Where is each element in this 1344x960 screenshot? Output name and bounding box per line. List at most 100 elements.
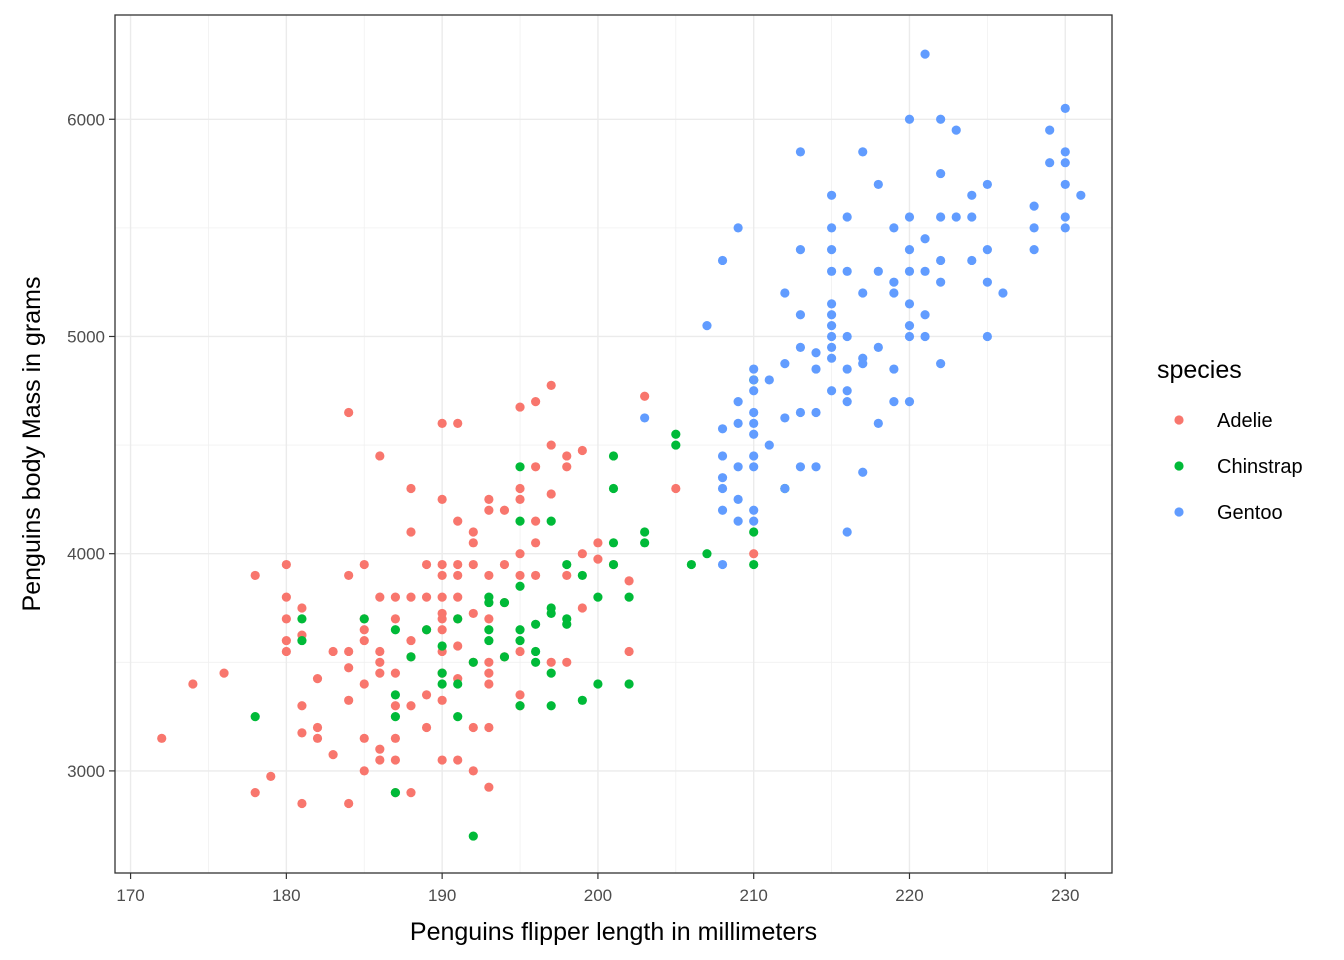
data-point [640, 538, 650, 548]
data-point [453, 755, 463, 765]
data-point [375, 755, 385, 765]
data-point [437, 418, 447, 428]
data-point [484, 782, 494, 792]
data-point [1045, 125, 1055, 135]
data-point [359, 635, 369, 646]
data-point [266, 771, 276, 781]
data-point [562, 570, 572, 581]
data-point [1029, 244, 1039, 255]
data-point [468, 657, 478, 667]
data-point [468, 559, 478, 570]
data-point [873, 266, 883, 276]
data-point [826, 266, 837, 276]
legend-label-adelie: Adelie [1217, 410, 1273, 432]
data-point [484, 679, 494, 689]
data-point [390, 690, 401, 700]
legend-key-chinstrap [1174, 461, 1184, 471]
series-gentoo [640, 49, 1086, 570]
data-point [873, 179, 883, 190]
data-point [328, 750, 338, 760]
data-point [780, 483, 790, 494]
data-point [297, 635, 307, 646]
x-axis: 170 180 190 200 210 220 230 [116, 873, 1079, 905]
data-point [749, 418, 759, 428]
data-point [390, 592, 401, 602]
data-point [577, 603, 587, 613]
data-point [390, 712, 401, 722]
data-point [250, 788, 260, 798]
data-point [515, 646, 525, 657]
data-point [515, 635, 525, 646]
data-point [375, 744, 385, 754]
data-point [437, 592, 447, 602]
y-axis: 3000 4000 5000 6000 [67, 110, 115, 781]
data-point [904, 321, 915, 331]
data-point [281, 592, 291, 602]
data-point [624, 576, 634, 586]
data-point [733, 223, 743, 233]
data-point [608, 451, 619, 461]
data-point [920, 331, 930, 342]
data-point [1060, 158, 1070, 168]
data-point [733, 462, 743, 472]
data-point [842, 331, 852, 342]
data-point [982, 179, 992, 190]
data-point [1029, 201, 1039, 211]
data-point [562, 451, 572, 461]
data-point [640, 413, 650, 423]
data-point [826, 190, 837, 200]
data-point [671, 440, 681, 450]
data-point [920, 49, 930, 59]
data-point [344, 570, 354, 581]
data-point [515, 462, 525, 472]
data-point [484, 505, 494, 515]
data-point [780, 359, 790, 369]
data-point [826, 342, 837, 352]
data-point [281, 646, 291, 657]
data-point [749, 451, 759, 461]
data-point [717, 505, 728, 515]
data-point [749, 364, 759, 374]
data-point [453, 570, 463, 581]
x-tick-label: 200 [584, 886, 612, 905]
data-point [764, 440, 774, 450]
data-point [858, 147, 868, 157]
data-point [826, 223, 837, 233]
data-point [312, 673, 323, 684]
data-point [733, 516, 743, 526]
data-point [904, 244, 915, 255]
data-point [593, 554, 603, 564]
data-point [531, 619, 541, 629]
data-point [562, 462, 572, 472]
data-point [577, 549, 587, 559]
data-point [826, 321, 837, 331]
data-point [842, 527, 852, 537]
y-tick-label: 3000 [67, 762, 105, 781]
data-point [982, 277, 992, 287]
data-point [344, 663, 354, 673]
data-point [375, 451, 385, 461]
data-point [468, 608, 478, 619]
data-point [359, 733, 369, 743]
data-point [468, 831, 478, 841]
data-point [297, 603, 307, 613]
data-point [531, 646, 541, 657]
data-point [468, 527, 478, 537]
data-point [982, 244, 992, 255]
data-point [531, 397, 541, 407]
data-point [998, 288, 1008, 298]
data-point [406, 635, 416, 646]
data-point [936, 255, 946, 266]
data-point [826, 310, 837, 320]
data-point [749, 549, 759, 559]
data-point [421, 690, 432, 700]
data-point [717, 483, 728, 494]
data-point [390, 614, 401, 624]
data-point [889, 277, 899, 287]
data-point [437, 494, 447, 504]
data-point [936, 212, 946, 222]
data-point [546, 489, 556, 499]
data-point [686, 559, 696, 570]
grid [115, 15, 1112, 873]
data-point [889, 223, 899, 233]
